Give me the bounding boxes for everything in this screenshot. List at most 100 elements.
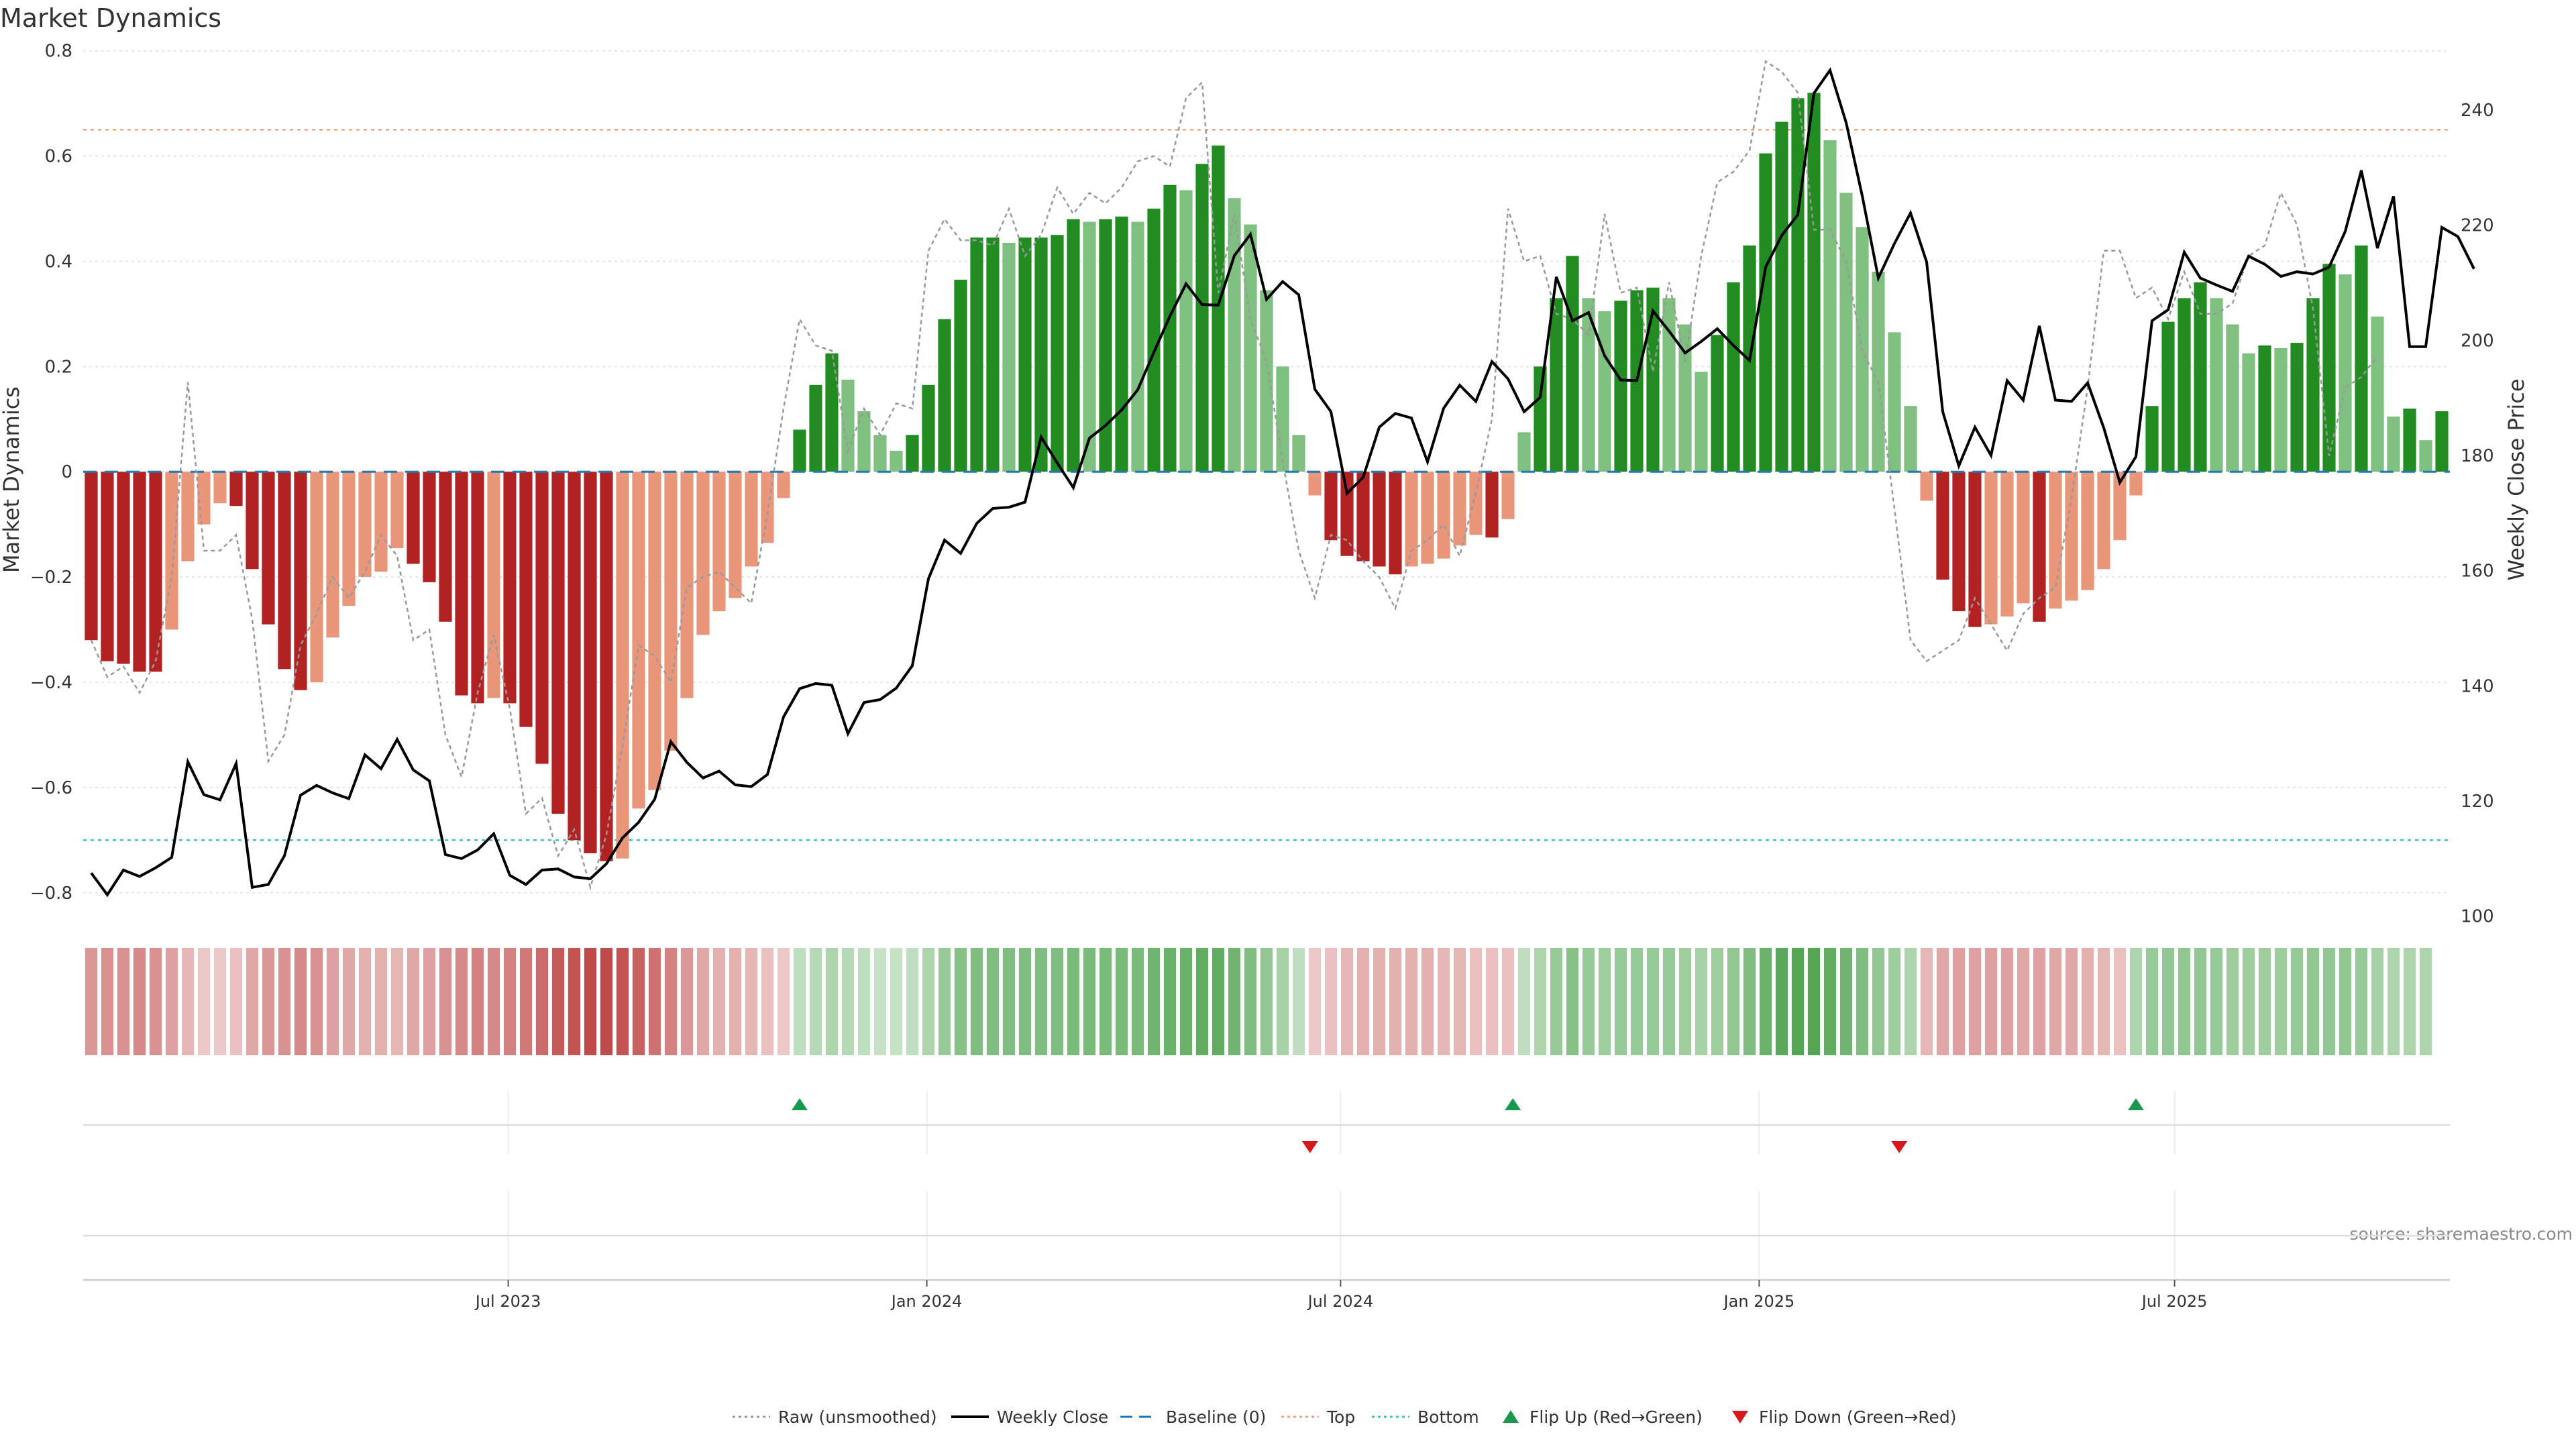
momentum-bar bbox=[2033, 472, 2046, 622]
momentum-bar bbox=[1920, 472, 1933, 501]
momentum-bar bbox=[1968, 472, 1982, 627]
heat-strip-cell bbox=[970, 948, 983, 1055]
heat-strip-cell bbox=[1405, 948, 1418, 1055]
heat-strip-cell bbox=[1340, 948, 1354, 1055]
heat-strip-cell bbox=[85, 948, 98, 1055]
momentum-bar bbox=[439, 472, 452, 622]
heat-strip-cell bbox=[1727, 948, 1740, 1055]
heat-strip-cell bbox=[2355, 948, 2368, 1055]
momentum-bar bbox=[857, 411, 871, 472]
heat-strip-cell bbox=[600, 948, 613, 1055]
momentum-bar bbox=[503, 472, 517, 704]
momentum-bar bbox=[2097, 472, 2110, 570]
heat-strip-cell bbox=[1099, 948, 1112, 1055]
momentum-bar bbox=[1292, 435, 1305, 472]
momentum-bar bbox=[1888, 332, 1901, 472]
momentum-bar bbox=[1678, 324, 1692, 472]
heat-strip-cell bbox=[1904, 948, 1917, 1055]
heat-strip-cell bbox=[1421, 948, 1434, 1055]
momentum-bar bbox=[712, 472, 726, 612]
heat-strip-cell bbox=[1051, 948, 1064, 1055]
heat-strip-cell bbox=[2033, 948, 2046, 1055]
heat-strip-cell bbox=[632, 948, 645, 1055]
momentum-bar bbox=[310, 472, 323, 683]
momentum-bar bbox=[213, 472, 227, 504]
momentum-bar bbox=[1163, 184, 1177, 472]
heat-strip-cell bbox=[487, 948, 500, 1055]
heat-strip-cell bbox=[1324, 948, 1338, 1055]
momentum-bar bbox=[2194, 282, 2207, 472]
momentum-bar bbox=[1904, 406, 1917, 472]
momentum-bar bbox=[1662, 298, 1676, 472]
heat-strip-cell bbox=[1839, 948, 1853, 1055]
heat-strip-cell bbox=[1968, 948, 1982, 1055]
left-tick-label: 0.6 bbox=[45, 147, 72, 167]
weekly-close-line bbox=[90, 67, 2475, 898]
heat-strip-cell bbox=[1212, 948, 1225, 1055]
momentum-bar bbox=[2081, 472, 2094, 590]
heat-strip-cell bbox=[1598, 948, 1611, 1055]
heat-strip-cell bbox=[745, 948, 758, 1055]
momentum-bar bbox=[1324, 472, 1338, 541]
heat-strip-cell bbox=[535, 948, 549, 1055]
right-tick-label: 100 bbox=[2461, 907, 2494, 927]
heat-strip-cell bbox=[2065, 948, 2078, 1055]
heat-strip-cell bbox=[439, 948, 452, 1055]
heat-strip-cell bbox=[1244, 948, 1257, 1055]
momentum-bar bbox=[2290, 343, 2304, 472]
heat-strip-cell bbox=[2129, 948, 2143, 1055]
left-axis-label: Market Dynamics bbox=[0, 386, 24, 573]
heat-strip-cell bbox=[374, 948, 388, 1055]
momentum-bar bbox=[1775, 121, 1788, 472]
momentum-bar bbox=[101, 472, 114, 661]
momentum-bar bbox=[326, 472, 339, 638]
heat-strip-cell bbox=[2387, 948, 2400, 1055]
momentum-bar bbox=[1517, 432, 1531, 472]
heat-strip-cell bbox=[616, 948, 629, 1055]
heat-strip-cell bbox=[503, 948, 517, 1055]
momentum-bar bbox=[1195, 164, 1209, 472]
legend-item: Baseline (0) bbox=[1120, 1407, 1266, 1427]
momentum-bar bbox=[1598, 311, 1611, 472]
momentum-bar bbox=[2049, 472, 2062, 609]
left-tick-label: 0.8 bbox=[45, 42, 72, 62]
momentum-bar bbox=[1695, 372, 1708, 472]
momentum-bar bbox=[133, 472, 146, 672]
momentum-bar bbox=[1727, 282, 1740, 472]
flip-down-marker bbox=[1891, 1141, 1908, 1153]
heat-strip-cell bbox=[890, 948, 903, 1055]
momentum-bar bbox=[455, 472, 468, 696]
heat-strip-cell bbox=[2419, 948, 2432, 1055]
heat-strip-cell bbox=[1662, 948, 1676, 1055]
heat-strip-cell bbox=[1534, 948, 1547, 1055]
heat-strip-cell bbox=[1034, 948, 1048, 1055]
heat-strip-cell bbox=[1614, 948, 1627, 1055]
heat-strip-cell bbox=[793, 948, 806, 1055]
momentum-bar bbox=[1228, 198, 1241, 472]
momentum-bar bbox=[1469, 472, 1483, 535]
momentum-bar bbox=[729, 472, 742, 598]
heat-strip-cell bbox=[1501, 948, 1515, 1055]
right-tick-label: 120 bbox=[2461, 792, 2494, 812]
momentum-bar bbox=[2258, 345, 2271, 472]
heat-strip-cell bbox=[1646, 948, 1660, 1055]
momentum-bar bbox=[922, 384, 935, 472]
momentum-bar bbox=[1566, 256, 1579, 472]
heat-strip-cell bbox=[1131, 948, 1144, 1055]
heat-strip-cell bbox=[326, 948, 339, 1055]
heat-strip-cell bbox=[1678, 948, 1692, 1055]
heat-strip-cell bbox=[2290, 948, 2304, 1055]
momentum-bar bbox=[1582, 298, 1595, 472]
momentum-bar bbox=[1308, 472, 1322, 496]
momentum-bar bbox=[294, 472, 307, 690]
heat-strip-cell bbox=[696, 948, 710, 1055]
left-tick-label: −0.2 bbox=[30, 568, 72, 588]
legend-label: Top bbox=[1326, 1407, 1355, 1427]
heat-strip-cell bbox=[117, 948, 130, 1055]
momentum-bar bbox=[2065, 472, 2078, 601]
heat-strip-cell bbox=[471, 948, 484, 1055]
heat-strip-cell bbox=[294, 948, 307, 1055]
heat-strip-cell bbox=[310, 948, 323, 1055]
heat-strip-cell bbox=[1115, 948, 1128, 1055]
heat-strip-cell bbox=[1067, 948, 1080, 1055]
